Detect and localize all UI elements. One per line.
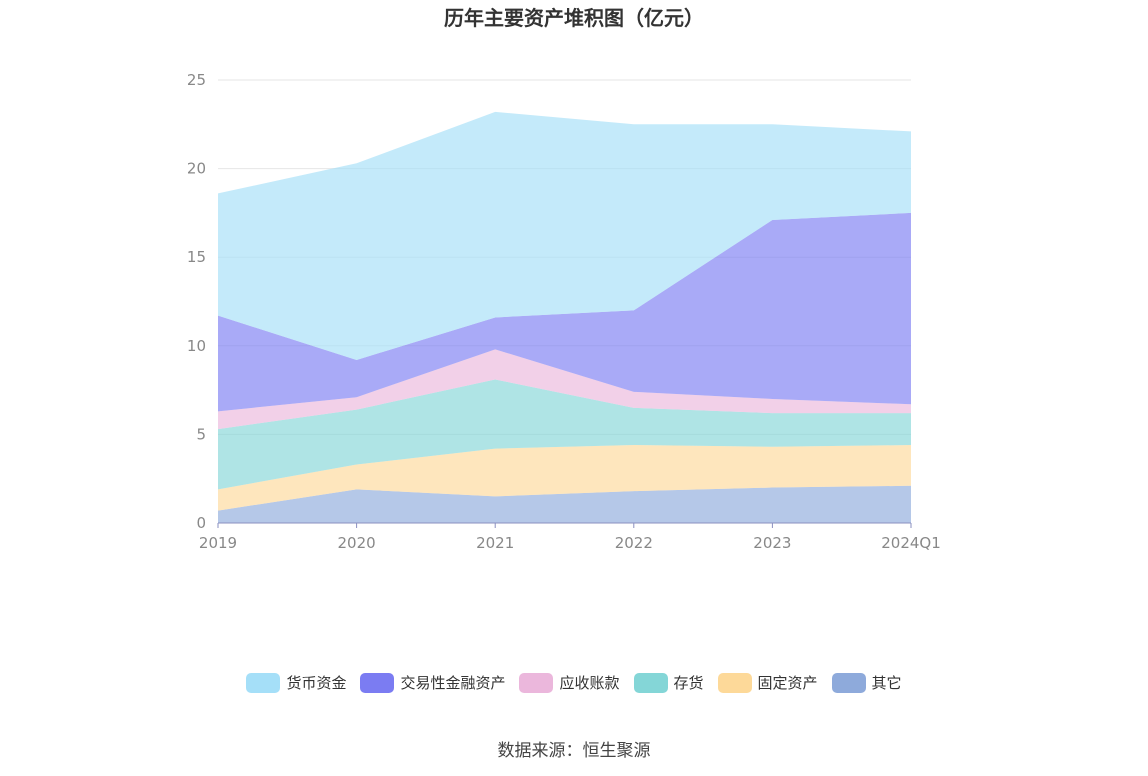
area-其它 (218, 485, 911, 523)
area-series (218, 111, 911, 523)
legend-label: 应收账款 (559, 674, 620, 692)
legend-item[interactable]: 应收账款 (519, 672, 620, 693)
stacked-area-chart: 0 5 10 15 20 25 2019 2020 2021 2022 2023 2024Q1 (187, 71, 941, 552)
legend-item[interactable]: 交易性金融资产 (360, 672, 505, 693)
legend-label: 存货 (673, 674, 704, 692)
legend-swatch (831, 672, 866, 693)
legend-swatch (717, 672, 752, 693)
area-货币资金 (218, 111, 911, 360)
legend-swatch (519, 672, 554, 693)
y-tick-label: 25 (187, 71, 206, 89)
legend-swatch (360, 672, 395, 693)
y-tick-label: 15 (187, 248, 206, 266)
legend-swatch (246, 672, 281, 693)
data-source: 数据来源：恒生聚源 (497, 741, 651, 761)
x-tick-label: 2020 (338, 534, 376, 552)
legend-label: 交易性金融资产 (400, 674, 506, 692)
y-tick-label: 0 (196, 514, 206, 532)
axes: 0 5 10 15 20 25 2019 2020 2021 2022 2023 2024Q1 (187, 71, 941, 552)
area-存货 (218, 379, 911, 490)
area-交易性金融资产 (218, 212, 911, 412)
chart-title: 历年主要资产堆积图（亿元） (444, 6, 704, 30)
x-tick-label: 2022 (615, 534, 653, 552)
legend-item[interactable]: 固定资产 (717, 672, 818, 693)
legend-label: 其它 (871, 674, 902, 692)
legend-item[interactable]: 存货 (633, 672, 704, 693)
area-固定资产 (218, 445, 911, 511)
x-tick-label: 2023 (753, 534, 791, 552)
legend-item[interactable]: 其它 (831, 672, 902, 693)
legend-label: 固定资产 (757, 674, 818, 692)
y-tick-label: 5 (196, 425, 206, 443)
legend-swatch (633, 672, 668, 693)
x-tick-label: 2019 (199, 534, 237, 552)
area-应收账款 (218, 349, 911, 430)
legend: 货币资金 交易性金融资产 应收账款 存货 固定资产 其它 (0, 672, 1148, 693)
legend-item[interactable]: 货币资金 (246, 672, 346, 693)
x-tick-label: 2021 (476, 534, 514, 552)
legend-label: 货币资金 (286, 674, 347, 692)
y-tick-label: 10 (187, 337, 206, 355)
y-tick-label: 20 (187, 160, 206, 178)
x-tick-label: 2024Q1 (881, 534, 941, 552)
